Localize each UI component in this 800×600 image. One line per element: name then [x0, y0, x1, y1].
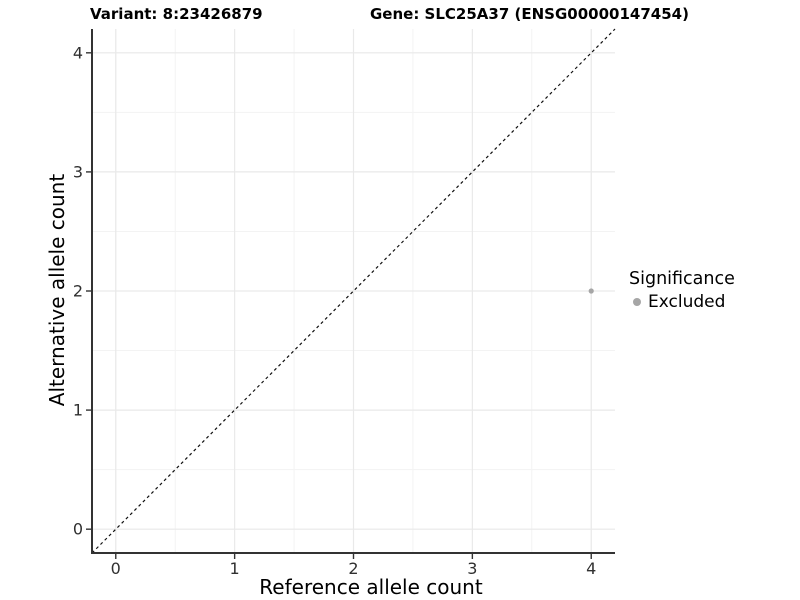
legend: Significance Excluded: [629, 269, 735, 312]
legend-title: Significance: [629, 269, 735, 289]
x-tick-label: 4: [586, 559, 596, 578]
x-tick-label: 1: [230, 559, 240, 578]
legend-item-label: Excluded: [648, 292, 726, 312]
y-tick-label: 4: [73, 43, 83, 62]
x-axis-title: Reference allele count: [259, 575, 483, 599]
x-tick-label: 2: [348, 559, 358, 578]
excluded-point-icon: [633, 298, 641, 306]
data-point: [588, 288, 594, 294]
x-tick-label: 3: [467, 559, 477, 578]
y-axis-title: Alternative allele count: [45, 173, 69, 407]
x-tick-label: 0: [111, 559, 121, 578]
legend-item-excluded: Excluded: [629, 292, 735, 312]
y-tick-label: 0: [73, 520, 83, 539]
y-tick-label: 1: [73, 401, 83, 420]
y-tick-label: 2: [73, 282, 83, 301]
y-tick-label: 3: [73, 162, 83, 181]
variant-title: Variant: 8:23426879: [90, 5, 263, 23]
gene-title: Gene: SLC25A37 (ENSG00000147454): [370, 5, 689, 23]
